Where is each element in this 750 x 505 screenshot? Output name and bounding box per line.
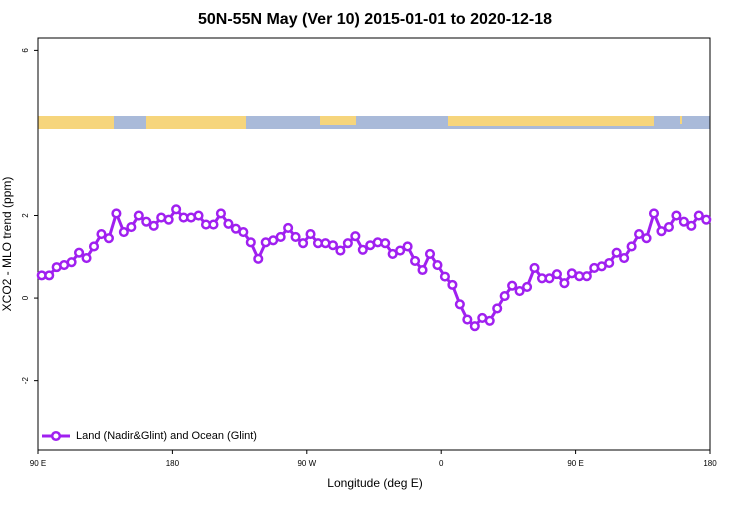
point (238, 226, 249, 238)
point (253, 253, 264, 264)
point (141, 216, 152, 227)
series-line (41, 206, 707, 329)
point (148, 220, 159, 231)
point (245, 237, 256, 248)
point (103, 233, 114, 244)
point (462, 314, 473, 325)
point (663, 222, 674, 233)
point (604, 257, 615, 269)
point (208, 219, 219, 230)
point (693, 210, 704, 221)
point (507, 280, 518, 291)
point (469, 321, 480, 332)
x-tick-label: 180 (703, 459, 717, 468)
point (686, 220, 697, 231)
point (648, 208, 660, 219)
point (395, 245, 406, 256)
y-tick-label: 0 (21, 295, 30, 300)
point (44, 270, 55, 281)
point (611, 247, 622, 258)
point (342, 238, 353, 249)
point (96, 229, 107, 240)
point (678, 216, 689, 227)
point (544, 273, 555, 284)
point (701, 214, 712, 225)
point (350, 231, 361, 242)
legend-label: Land (Nadir&Glint) and Ocean (Glint) (76, 430, 257, 442)
point (402, 241, 413, 252)
point (283, 222, 294, 233)
x-axis-label: Longitude (deg E) (327, 476, 422, 490)
legend-marker (50, 430, 62, 442)
point (66, 257, 77, 268)
point (357, 244, 368, 255)
land-mask (38, 116, 710, 129)
x-tick-label: 90 E (567, 459, 583, 468)
x-tick-label: 90 E (30, 459, 46, 468)
x-tick-label: 90 W (297, 459, 316, 468)
point (335, 245, 346, 256)
point (171, 204, 182, 215)
point (454, 299, 465, 310)
point (619, 252, 630, 264)
point (522, 281, 533, 292)
point (215, 208, 226, 219)
point (499, 290, 510, 302)
y-tick-label: 6 (21, 48, 30, 53)
x-tick-label: 180 (166, 459, 180, 468)
y-axis-label: XCO2 - MLO trend (ppm) (0, 177, 14, 312)
point (298, 238, 309, 249)
point (581, 271, 592, 282)
point (380, 238, 391, 249)
point (634, 229, 645, 240)
point (484, 315, 495, 326)
point (656, 226, 667, 237)
point (193, 210, 204, 221)
point (118, 226, 129, 238)
point (305, 229, 316, 240)
plot-frame (37, 37, 711, 451)
y-tick-label: 2 (21, 213, 30, 218)
point (432, 260, 443, 271)
point (514, 286, 525, 297)
y-tick-label: -2 (21, 377, 30, 385)
point (671, 210, 682, 221)
point (126, 222, 137, 233)
point (417, 264, 428, 276)
point (559, 278, 570, 289)
chart-title: 50N-55N May (Ver 10) 2015-01-01 to 2020-… (198, 11, 552, 28)
point (626, 241, 637, 252)
point (163, 214, 174, 225)
point (410, 255, 421, 266)
point (529, 262, 540, 273)
point (492, 303, 503, 314)
point (88, 241, 100, 252)
point (327, 240, 338, 251)
x-tick-label: 0 (439, 459, 444, 468)
point (439, 271, 450, 282)
point (275, 231, 286, 243)
point (133, 210, 144, 221)
point (424, 248, 436, 259)
point (641, 233, 652, 244)
point (111, 208, 122, 219)
point (74, 247, 85, 258)
point (551, 269, 562, 280)
point (290, 231, 301, 243)
point (223, 218, 234, 229)
point (447, 279, 458, 290)
point (81, 252, 92, 264)
